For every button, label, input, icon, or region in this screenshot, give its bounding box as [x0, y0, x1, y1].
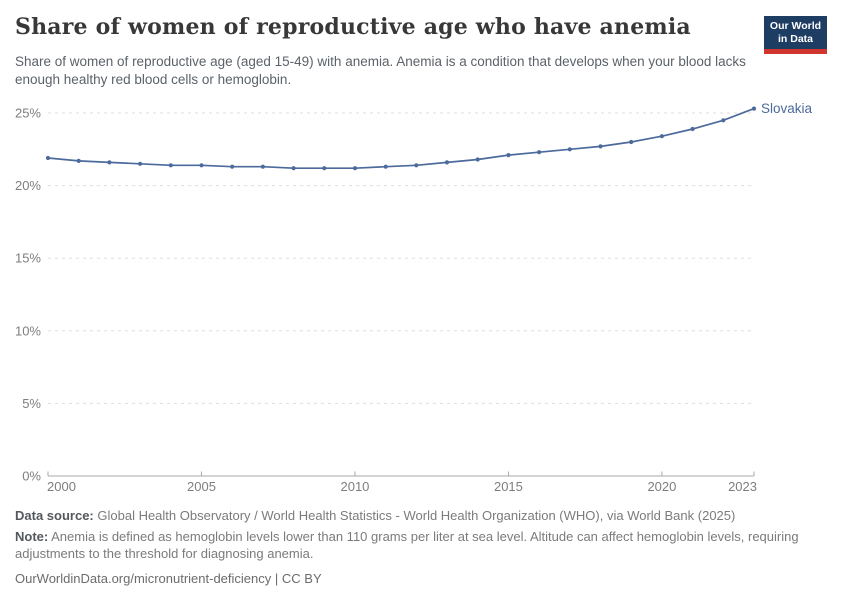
data-source-line: Data source: Global Health Observatory /… [15, 508, 837, 523]
x-axis-tick-label: 2005 [187, 479, 216, 494]
data-point[interactable] [168, 163, 173, 168]
y-axis-tick-label: 0% [22, 469, 41, 484]
data-point[interactable] [567, 147, 572, 152]
data-point[interactable] [721, 118, 726, 123]
chart-footer: Data source: Global Health Observatory /… [15, 508, 837, 586]
citation-line: OurWorldinData.org/micronutrient-deficie… [15, 571, 837, 586]
data-point[interactable] [475, 157, 480, 162]
data-point[interactable] [383, 164, 388, 169]
y-axis-tick-label: 25% [15, 106, 41, 121]
data-point[interactable] [322, 166, 327, 171]
x-axis-tick-label: 2023 [728, 479, 757, 494]
data-point[interactable] [138, 161, 143, 166]
data-point[interactable] [659, 134, 665, 139]
x-axis-tick-label: 2015 [494, 479, 523, 494]
owid-logo-line1: Our World [769, 20, 822, 32]
data-point[interactable] [506, 153, 511, 158]
data-point[interactable] [199, 163, 204, 168]
x-axis-tick-label: 2000 [47, 479, 76, 494]
data-point[interactable] [537, 150, 542, 155]
owid-logo-line2: in Data [777, 32, 813, 45]
license-label: CC BY [281, 571, 322, 586]
data-line[interactable] [47, 107, 755, 170]
page-title: Share of women of reproductive age who h… [15, 14, 691, 40]
data-point[interactable] [444, 160, 450, 165]
data-point[interactable] [260, 164, 265, 169]
data-point[interactable] [76, 158, 81, 163]
data-point[interactable] [352, 166, 358, 171]
data-point[interactable] [107, 160, 112, 165]
data-point[interactable] [598, 144, 603, 149]
data-point[interactable] [629, 139, 634, 145]
series-label[interactable]: Slovakia [761, 101, 813, 116]
x-axis-tick-label: 2020 [647, 479, 676, 494]
divider: | [274, 571, 279, 586]
y-axis-tick-label: 10% [15, 323, 41, 338]
data-point[interactable] [230, 164, 235, 169]
data-source-label: Data source: [15, 508, 94, 523]
owid-logo[interactable]: Our World in Data [764, 16, 827, 54]
note-text: Anemia is defined as hemoglobin levels l… [15, 529, 799, 561]
data-point[interactable] [291, 166, 296, 171]
data-point[interactable] [414, 163, 419, 168]
data-source-text: Global Health Observatory / World Health… [97, 508, 736, 523]
note-line: Note: Anemia is defined as hemoglobin le… [15, 528, 837, 562]
y-axis-tick-label: 5% [22, 396, 41, 411]
y-axis-tick-label: 20% [15, 178, 41, 193]
y-axis-tick-label: 15% [15, 251, 41, 266]
note-label: Note: [15, 529, 49, 544]
data-point[interactable] [751, 106, 757, 111]
x-axis-tick-label: 2010 [340, 479, 369, 494]
owid-url-link[interactable]: OurWorldinData.org/micronutrient-deficie… [15, 571, 272, 586]
data-point[interactable] [690, 126, 695, 132]
data-point[interactable] [45, 155, 51, 161]
chart-subtitle: Share of women of reproductive age (aged… [15, 54, 746, 87]
